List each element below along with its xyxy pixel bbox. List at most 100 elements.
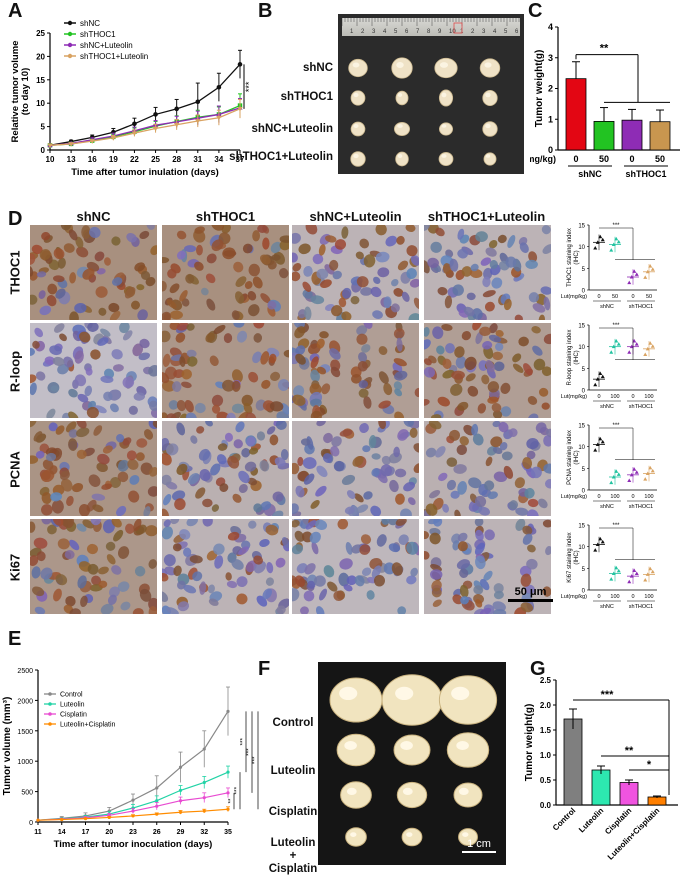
f-row-label-luteolin: Luteolin (270, 765, 316, 777)
cell-nucleus (279, 268, 289, 279)
cell-nucleus (243, 402, 253, 414)
cell-nucleus (198, 448, 211, 461)
cell-nucleus (30, 253, 36, 265)
ihc-tile-cells (424, 519, 551, 614)
cell-nucleus (383, 382, 393, 396)
scale-bar-f-label: 1 cm (467, 838, 491, 850)
cell-nucleus (237, 411, 249, 418)
cell-nucleus (174, 498, 186, 511)
tumor-specimen (446, 732, 490, 768)
cell-nucleus (323, 432, 333, 444)
cell-nucleus (233, 323, 245, 328)
cell-nucleus (216, 411, 230, 418)
e-x-tick-label: 20 (105, 829, 113, 836)
cell-nucleus (333, 460, 345, 472)
c-bar (593, 121, 615, 151)
cell-nucleus (393, 328, 405, 339)
cell-nucleus (546, 428, 551, 438)
cell-nucleus (543, 463, 551, 474)
cell-nucleus (425, 447, 437, 458)
cell-nucleus (487, 396, 499, 404)
cell-nucleus (247, 477, 258, 486)
cell-nucleus (413, 297, 419, 310)
d-mini-y-axis-label-1: PCNA staining index (567, 430, 573, 485)
ruler-number: 5 (504, 29, 508, 35)
cell-nucleus (63, 356, 74, 368)
a-series-line (49, 108, 241, 146)
cell-nucleus (293, 323, 305, 329)
cell-nucleus (131, 300, 140, 310)
cell-nucleus (367, 576, 377, 584)
d-mini-point (609, 350, 614, 354)
cell-nucleus (363, 254, 376, 268)
cell-nucleus (457, 228, 465, 240)
cell-nucleus (149, 400, 157, 412)
cell-nucleus (424, 551, 430, 560)
ruler-red-mark (453, 22, 463, 34)
cell-nucleus (244, 461, 257, 472)
cell-nucleus (430, 563, 442, 572)
cell-nucleus (310, 398, 322, 408)
cell-nucleus (207, 584, 215, 594)
e-point (178, 765, 183, 769)
cell-nucleus (95, 286, 108, 298)
cell-nucleus (30, 421, 37, 428)
cell-nucleus (330, 366, 341, 378)
cell-nucleus (36, 271, 47, 278)
cell-nucleus (211, 239, 224, 252)
cell-nucleus (126, 450, 137, 461)
cell-nucleus (52, 356, 65, 367)
b-row-label-shnc: shNC (302, 62, 333, 74)
cell-nucleus (425, 503, 438, 516)
a-point (174, 106, 179, 112)
cell-nucleus (57, 257, 66, 269)
cell-nucleus (361, 344, 371, 353)
cell-nucleus (101, 483, 113, 490)
d-mini-group-label: shTHOC1 (629, 604, 653, 610)
d-mini-point (634, 272, 639, 276)
cell-nucleus (275, 421, 287, 430)
cell-nucleus (493, 583, 504, 594)
a-point (132, 121, 137, 127)
cell-nucleus (195, 487, 206, 499)
d-mini-point (593, 548, 598, 552)
tumor-highlight (400, 741, 413, 750)
cell-nucleus (176, 250, 186, 260)
cell-nucleus (226, 580, 238, 589)
e-legend-label: Cisplatin (60, 712, 87, 719)
cell-nucleus (297, 456, 304, 467)
cell-nucleus (448, 429, 461, 441)
cell-nucleus (300, 438, 311, 446)
cell-nucleus (372, 310, 383, 319)
tumor-highlight (441, 154, 447, 158)
cell-nucleus (483, 570, 493, 581)
a-point (216, 84, 222, 90)
cell-nucleus (359, 238, 370, 249)
panel-c-tumor-weight-chart: 0 1 2 3 4 Tumor weight(g) 0 50 0 50 Lut(mg/kg) shNC… (530, 22, 680, 179)
cell-nucleus (485, 247, 497, 257)
e-y-axis-label: Tumor volume (mm³) (2, 697, 13, 796)
cell-nucleus (175, 332, 186, 343)
cell-nucleus (272, 491, 284, 502)
b-row-label-shnc-luteolin: shNC+Luteolin (251, 123, 333, 135)
cell-nucleus (459, 436, 469, 446)
cell-nucleus (276, 605, 286, 614)
cell-nucleus (68, 411, 79, 418)
cell-nucleus (162, 526, 173, 540)
cell-nucleus (186, 519, 198, 527)
cell-nucleus (450, 383, 463, 396)
a-x-tick-label: 16 (88, 155, 97, 164)
cell-nucleus (148, 365, 157, 377)
a-point (153, 112, 158, 117)
c-bar (565, 78, 587, 151)
e-point (202, 809, 206, 813)
a-x-tick-label: 25 (151, 155, 160, 164)
cell-nucleus (211, 394, 224, 407)
e-point (131, 809, 135, 813)
cell-nucleus (283, 349, 289, 358)
cell-nucleus (30, 521, 36, 533)
cell-nucleus (164, 566, 177, 576)
c-y-tick-label: 1 (548, 114, 553, 124)
cell-nucleus (380, 464, 393, 477)
cell-nucleus (117, 581, 130, 592)
